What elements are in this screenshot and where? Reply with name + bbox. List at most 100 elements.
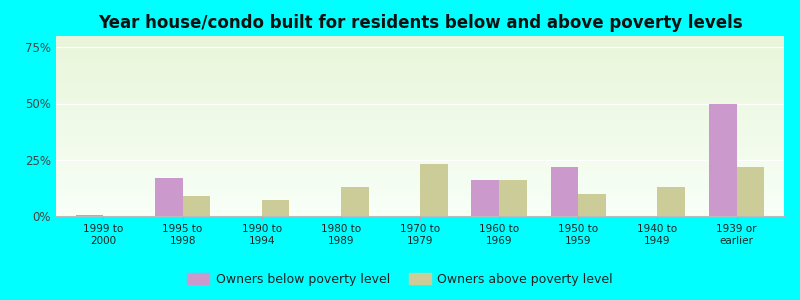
Bar (56, 140, 784, 142)
Bar (56, 106, 784, 108)
Bar (56, 164, 784, 166)
Legend: Owners below poverty level, Owners above poverty level: Owners below poverty level, Owners above… (182, 268, 618, 291)
Bar (56, 36, 784, 38)
Bar (56, 104, 784, 106)
Bar (56, 41, 784, 43)
Bar (56, 178, 784, 180)
Bar (56, 56, 784, 58)
Bar (262, 200, 290, 216)
Bar (56, 211, 784, 212)
Bar (709, 103, 737, 216)
Bar (56, 191, 784, 193)
Bar (56, 144, 784, 146)
Bar (56, 198, 784, 200)
Bar (56, 83, 784, 85)
Bar (56, 50, 784, 52)
Bar (56, 176, 784, 178)
Bar (56, 47, 784, 49)
Bar (56, 126, 784, 128)
Bar (56, 68, 784, 70)
Bar (56, 63, 784, 65)
Bar (578, 194, 606, 216)
Bar (56, 166, 784, 167)
Bar (471, 180, 499, 216)
Bar (56, 137, 784, 139)
Bar (56, 54, 784, 56)
Bar (56, 151, 784, 153)
Bar (56, 203, 784, 205)
Bar (56, 209, 784, 211)
Bar (56, 38, 784, 40)
Bar (56, 58, 784, 59)
Bar (56, 173, 784, 175)
Bar (56, 146, 784, 148)
Title: Year house/condo built for residents below and above poverty levels: Year house/condo built for residents bel… (98, 14, 742, 32)
Bar (56, 149, 784, 151)
Bar (550, 167, 578, 216)
Bar (76, 215, 103, 216)
Bar (56, 214, 784, 216)
Bar (56, 94, 784, 95)
Bar (155, 178, 182, 216)
Bar (56, 110, 784, 112)
Bar (56, 153, 784, 155)
Bar (56, 212, 784, 214)
Bar (56, 142, 784, 144)
Bar (56, 86, 784, 88)
Bar (56, 67, 784, 68)
Bar (56, 148, 784, 149)
Bar (56, 59, 784, 61)
Bar (56, 112, 784, 113)
Bar (56, 43, 784, 45)
Bar (56, 81, 784, 83)
Bar (56, 74, 784, 76)
Bar (56, 65, 784, 67)
Bar (56, 70, 784, 72)
Bar (658, 187, 685, 216)
Bar (737, 167, 764, 216)
Bar (341, 187, 369, 216)
Bar (56, 76, 784, 77)
Bar (182, 196, 210, 216)
Bar (56, 95, 784, 97)
Bar (56, 169, 784, 171)
Bar (56, 103, 784, 104)
Bar (56, 92, 784, 94)
Bar (56, 196, 784, 198)
Bar (56, 40, 784, 41)
Bar (56, 52, 784, 54)
Bar (56, 189, 784, 191)
Bar (56, 155, 784, 157)
Bar (56, 130, 784, 131)
Bar (56, 113, 784, 115)
Bar (56, 77, 784, 79)
Bar (56, 193, 784, 194)
Bar (56, 61, 784, 63)
Bar (56, 200, 784, 202)
Bar (56, 45, 784, 47)
Bar (56, 122, 784, 124)
Bar (56, 115, 784, 117)
Bar (56, 184, 784, 185)
Bar (56, 117, 784, 119)
Bar (56, 97, 784, 99)
Bar (56, 185, 784, 187)
Bar (56, 135, 784, 137)
Bar (56, 187, 784, 189)
Bar (56, 167, 784, 169)
Bar (56, 182, 784, 184)
Bar (420, 164, 448, 216)
Bar (56, 101, 784, 103)
Bar (56, 90, 784, 92)
Bar (56, 88, 784, 90)
Bar (56, 85, 784, 86)
Bar (56, 180, 784, 182)
Bar (56, 49, 784, 50)
Bar (56, 121, 784, 122)
Bar (499, 180, 527, 216)
Bar (56, 171, 784, 173)
Bar (56, 175, 784, 176)
Bar (56, 162, 784, 164)
Bar (56, 194, 784, 196)
Bar (56, 124, 784, 126)
